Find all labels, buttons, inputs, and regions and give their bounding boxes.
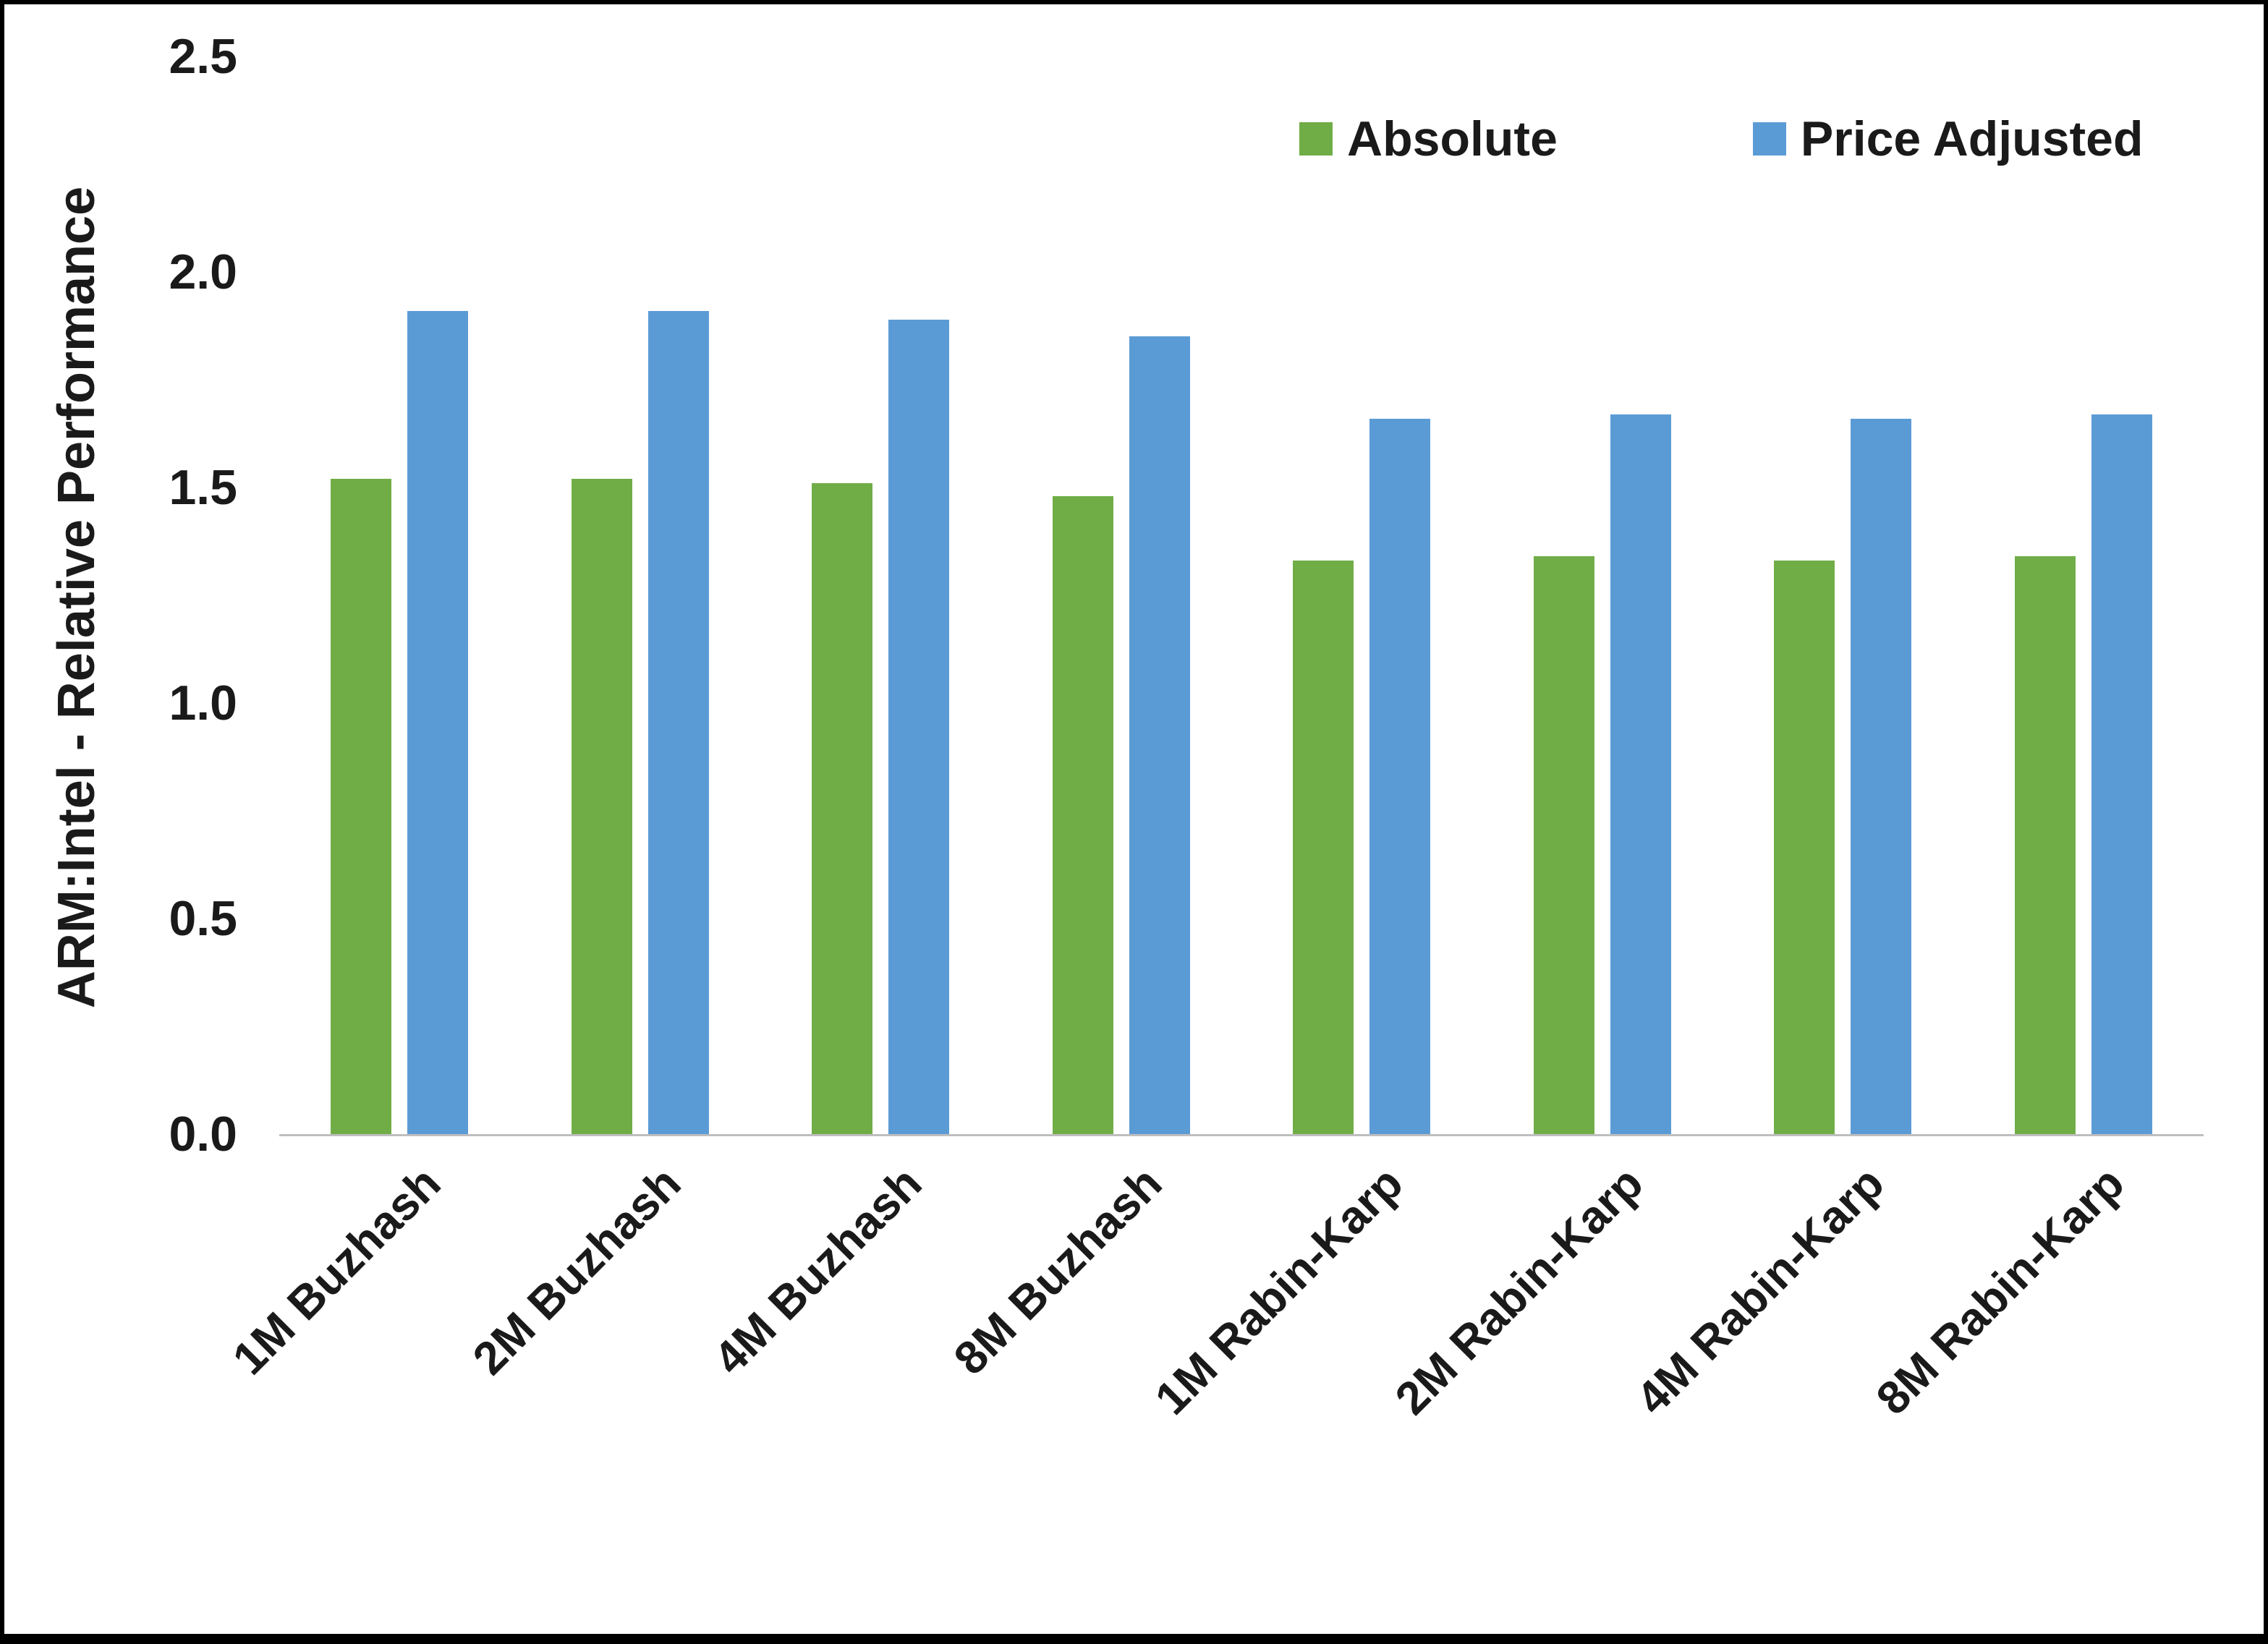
bar-group — [1482, 59, 1723, 1134]
bar-absolute — [571, 479, 632, 1134]
y-tick-label: 0.5 — [169, 891, 237, 946]
legend-label: Price Adjusted — [1800, 111, 2144, 166]
x-axis-label: 2M Buzhash — [463, 1157, 691, 1385]
y-axis-title: ARM:Intel - Relative Performance — [48, 186, 106, 1009]
x-axis-label: 1M Buzhash — [222, 1157, 451, 1385]
legend-item: Price Adjusted — [1752, 111, 2144, 166]
y-tick-label: 2.0 — [169, 244, 237, 299]
x-axis-label: 2M Rabin-Karp — [1385, 1157, 1653, 1425]
bar-group — [1001, 59, 1242, 1134]
bar-absolute — [1533, 556, 1594, 1134]
bar-price-adjusted — [1610, 414, 1671, 1134]
x-axis-labels: 1M Buzhash 2M Buzhash 4M Buzhash 8M Buzhash… — [223, 1138, 2204, 1543]
x-axis-label: 1M Rabin-Karp — [1144, 1157, 1413, 1425]
y-tick-label: 1.5 — [169, 460, 237, 515]
legend-swatch-icon — [1752, 122, 1786, 156]
bar-absolute — [331, 479, 392, 1134]
x-axis-label: 4M Buzhash — [703, 1157, 932, 1385]
y-tick-label: 0.0 — [169, 1107, 237, 1162]
bar-price-adjusted — [647, 310, 709, 1134]
bar-price-adjusted — [1851, 418, 1912, 1134]
bar-price-adjusted — [1129, 336, 1190, 1134]
x-axis-label: 4M Rabin-Karp — [1626, 1157, 1894, 1425]
bar-price-adjusted — [2091, 414, 2152, 1134]
y-tick-label: 2.5 — [169, 29, 237, 84]
bar-group — [520, 59, 761, 1134]
bar-price-adjusted — [1369, 418, 1431, 1134]
legend-item: Absolute — [1299, 114, 1558, 163]
x-axis-label: 8M Buzhash — [944, 1157, 1172, 1385]
plot-area: 0.0 0.5 1.0 1.5 2.0 2.5 — [169, 32, 2204, 1159]
bars — [279, 59, 2204, 1134]
bar-absolute — [812, 483, 873, 1134]
bar-absolute — [1774, 561, 1835, 1134]
bar-price-adjusted — [407, 310, 469, 1134]
bar-group — [279, 59, 520, 1134]
bar-absolute — [2014, 556, 2076, 1134]
bar-group — [1963, 59, 2204, 1134]
bar-group — [760, 59, 1001, 1134]
x-axis-label: 8M Rabin-Karp — [1866, 1157, 2134, 1425]
bar-price-adjusted — [888, 319, 950, 1134]
legend-label: Absolute — [1347, 111, 1558, 166]
y-tick-label: 1.0 — [169, 676, 237, 731]
bar-group — [1723, 59, 1963, 1134]
bar-group — [1241, 59, 1482, 1134]
bar-absolute — [1293, 561, 1354, 1134]
bar-absolute — [1052, 495, 1113, 1134]
legend: Absolute Price Adjusted — [1299, 114, 2144, 163]
legend-swatch-icon — [1299, 122, 1333, 156]
